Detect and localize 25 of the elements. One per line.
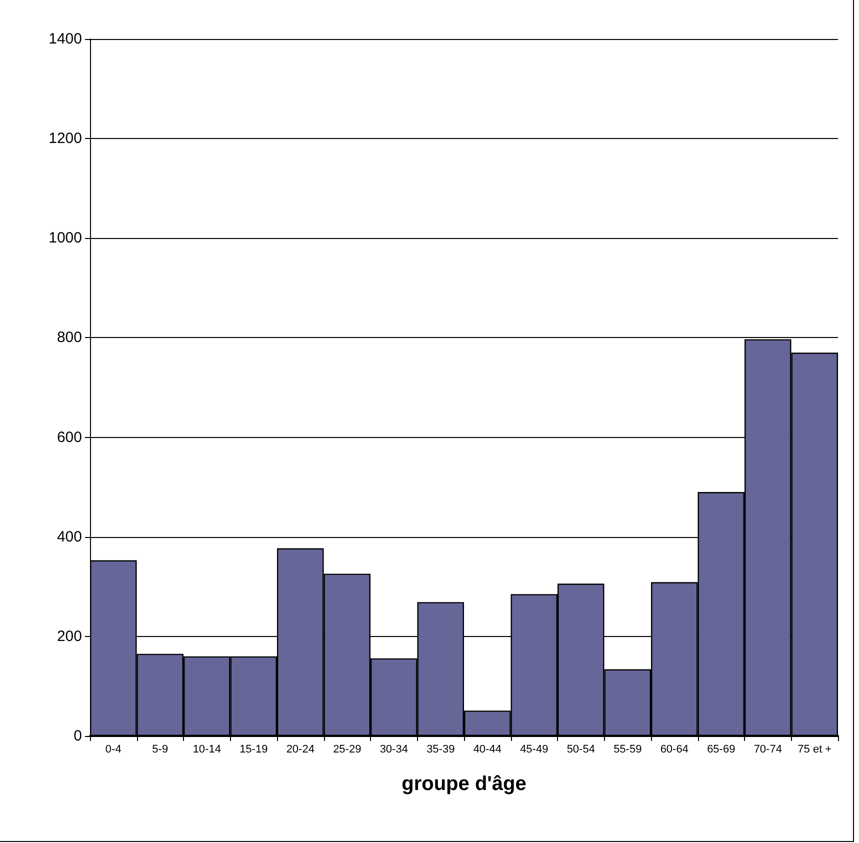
x-tick-label: 45-49 xyxy=(520,744,548,756)
x-tick-label: 60-64 xyxy=(660,744,688,756)
y-tick-label: 1200 xyxy=(48,130,82,148)
x-tick-label: 40-44 xyxy=(473,744,502,756)
x-tick-label: 75 et + xyxy=(798,744,832,756)
y-tick-label: 800 xyxy=(56,329,82,346)
x-axis-title: groupe d'âge xyxy=(402,773,526,795)
x-tick-label: 65-69 xyxy=(707,744,736,756)
x-tick-label: 70-74 xyxy=(754,744,782,756)
x-tick-label: 15-19 xyxy=(240,744,268,756)
y-tick-label: 0 xyxy=(74,728,82,744)
x-tick-label: 5-9 xyxy=(152,744,168,756)
x-tick-label: 50-54 xyxy=(566,744,595,756)
y-tick-label: 200 xyxy=(56,628,82,645)
y-tick-label: 1000 xyxy=(48,230,82,247)
x-tick-label: 25-29 xyxy=(333,744,362,756)
x-tick-label: 20-24 xyxy=(286,744,314,756)
x-tick-label: 30-34 xyxy=(380,744,408,756)
y-tick-label: 600 xyxy=(56,428,82,446)
y-tick-label: 1400 xyxy=(48,30,82,48)
x-tick-label: 0-4 xyxy=(105,744,122,756)
x-tick-label: 35-39 xyxy=(426,744,455,756)
x-tick-label: 55-59 xyxy=(614,744,642,756)
y-tick-label: 400 xyxy=(56,528,82,546)
x-tick-label: 10-14 xyxy=(192,744,221,756)
